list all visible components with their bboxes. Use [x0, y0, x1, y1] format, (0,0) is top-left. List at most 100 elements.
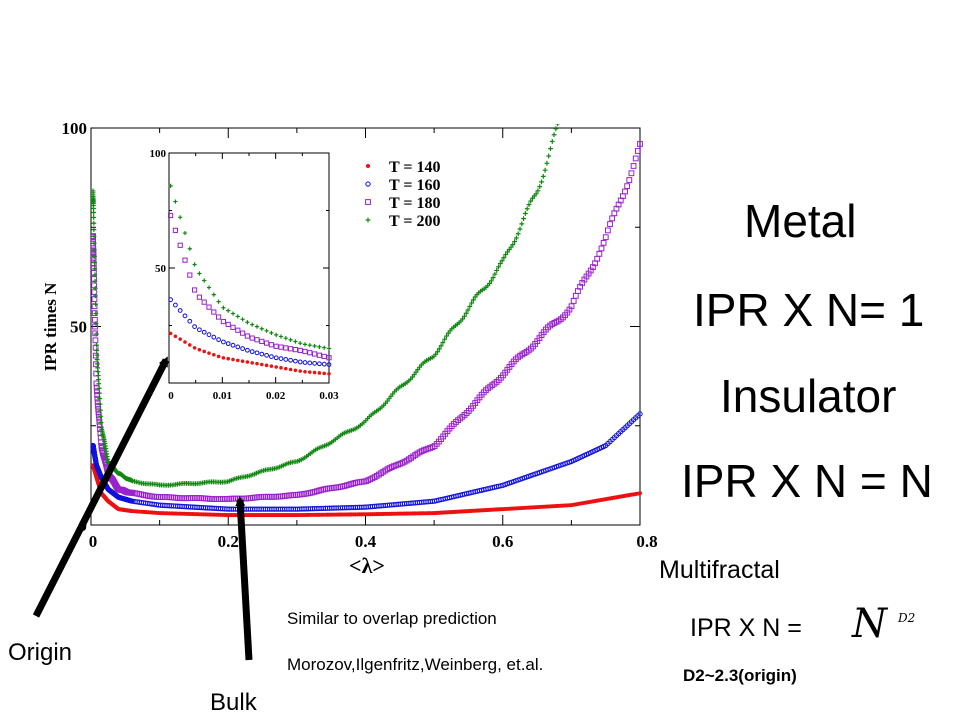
- data-point: [98, 439, 104, 446]
- legend-marker: [365, 217, 371, 223]
- inset-data-point: [187, 318, 193, 324]
- inset-data-point: [326, 362, 332, 367]
- data-point: [628, 170, 635, 177]
- main-data: [91, 124, 643, 518]
- data-point: [546, 153, 552, 159]
- inset-data-point: [245, 320, 250, 325]
- data-point: [413, 369, 419, 375]
- data-point: [91, 240, 97, 246]
- data-point: [510, 242, 516, 247]
- origin-arrow: [32, 356, 170, 618]
- inset-data-point: [226, 308, 231, 313]
- inset-data-point: [178, 215, 183, 220]
- data-point: [440, 340, 446, 345]
- data-point: [93, 331, 99, 337]
- data-point: [95, 361, 100, 367]
- data-point: [490, 275, 496, 281]
- inset-data-point: [230, 342, 236, 348]
- data-point: [92, 337, 99, 344]
- inset-data-point: [293, 358, 298, 364]
- y-tick-label: 100: [62, 119, 88, 138]
- inset-x-tick-label: 0.02: [266, 390, 286, 402]
- inset-data-point: [172, 227, 179, 233]
- inset-data-point: [273, 355, 279, 361]
- data-point: [97, 407, 103, 413]
- data-point: [92, 253, 97, 259]
- data-point: [97, 396, 103, 401]
- data-point: [637, 491, 643, 496]
- inset-data-point: [321, 353, 327, 360]
- inset-y-tick-label: 50: [155, 263, 167, 275]
- inset-data-point: [288, 367, 293, 372]
- data-point: [637, 141, 643, 147]
- inset-data-point: [206, 304, 212, 310]
- legend-marker: [365, 163, 371, 169]
- inset-y-tick-label: 100: [150, 148, 167, 160]
- legend-label: T = 160: [389, 177, 441, 194]
- series-t160: [91, 411, 643, 512]
- inset-data-point: [303, 369, 307, 374]
- data-point: [604, 227, 611, 234]
- data-point: [624, 183, 631, 190]
- overlap-text-2: Morozov,Ilgenfritz,Weinberg, et.al.: [287, 655, 544, 674]
- data-point: [96, 377, 101, 382]
- data-point: [544, 160, 550, 166]
- data-point: [496, 264, 501, 270]
- inset-data-point: [302, 360, 308, 365]
- inset-data-point: [283, 345, 289, 351]
- data-point: [91, 296, 98, 303]
- inset-data-point: [173, 334, 178, 339]
- origin-label: Origin: [8, 639, 73, 666]
- legend-label: T = 180: [389, 195, 441, 212]
- inset-data-point: [312, 370, 317, 375]
- inset-data-point: [192, 287, 198, 293]
- inset-data-point: [221, 339, 226, 345]
- data-point: [512, 239, 518, 244]
- data-point: [634, 148, 641, 154]
- inset-data-point: [317, 344, 322, 349]
- data-point: [435, 349, 440, 355]
- data-point: [503, 252, 509, 257]
- inset-data-point: [212, 352, 216, 357]
- data-point: [515, 231, 521, 237]
- inset-data-point: [245, 347, 250, 353]
- legend-label: T = 140: [389, 159, 441, 176]
- inset-data-point: [168, 183, 173, 188]
- data-point: [98, 413, 104, 419]
- data-point: [494, 268, 500, 273]
- data-point: [92, 278, 98, 284]
- inset-data-point: [216, 314, 222, 320]
- inset-series-t160: [168, 297, 332, 367]
- data-point: [92, 272, 98, 278]
- overlap-text-1: Similar to overlap prediction: [287, 609, 497, 628]
- inset-data-point: [254, 324, 260, 329]
- data-point: [96, 418, 103, 425]
- inset-data-point: [206, 285, 212, 290]
- inset-data-point: [168, 297, 173, 303]
- data-point: [93, 293, 98, 299]
- data-point: [492, 271, 498, 277]
- inset-data-point: [307, 360, 313, 366]
- inset-data-point: [182, 313, 188, 319]
- inset-data-point: [307, 343, 312, 348]
- inset-data-point: [240, 330, 246, 336]
- y-tick-label: 50: [70, 317, 87, 336]
- inset-data-point: [216, 299, 221, 304]
- data-point: [92, 285, 98, 291]
- x-tick-label: 0.2: [218, 532, 239, 551]
- data-point: [487, 281, 492, 286]
- data-point: [626, 177, 633, 183]
- main-plot: 0 0.2 0.4 0.6 0.8 0 50 100 <λ> IPR times N: [41, 119, 658, 578]
- inset-data-point: [231, 357, 235, 362]
- data-point: [600, 239, 607, 246]
- inset-data-point: [211, 292, 216, 297]
- inset-data-point: [192, 324, 197, 329]
- x-tick-label: 0.4: [355, 532, 377, 551]
- inset-data-point: [182, 230, 188, 236]
- inset-data-point: [192, 346, 197, 350]
- inset-x-tick-label: 0.03: [319, 390, 339, 402]
- inset-data-point: [168, 331, 173, 336]
- inset-data-point: [288, 346, 294, 352]
- inset-data-point: [235, 314, 240, 319]
